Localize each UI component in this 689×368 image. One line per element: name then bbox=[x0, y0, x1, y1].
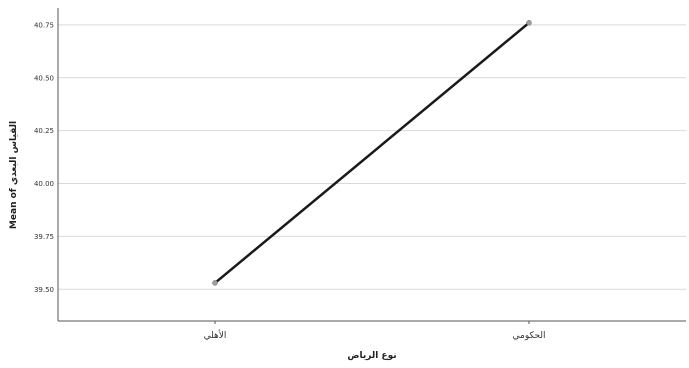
y-axis-title: Mean of القياس البعدي bbox=[9, 121, 19, 229]
y-tick-label: 40.25 bbox=[34, 127, 54, 135]
x-tick-label: الأهلي bbox=[204, 329, 227, 341]
y-tick-label: 40.50 bbox=[34, 74, 54, 82]
x-tick-label: الحكومي bbox=[513, 331, 546, 341]
x-axis-title: نوع الرياض bbox=[347, 351, 396, 361]
y-tick-labels: 39.50 39.75 40.00 40.25 40.50 40.75 bbox=[34, 21, 54, 293]
y-tick-label: 40.75 bbox=[34, 21, 54, 29]
series-line bbox=[213, 21, 531, 285]
y-tick-label: 39.50 bbox=[34, 286, 54, 294]
y-tick-label: 40.00 bbox=[34, 180, 54, 188]
data-point bbox=[526, 20, 532, 26]
series bbox=[212, 20, 532, 286]
gridlines bbox=[58, 24, 686, 290]
data-point bbox=[212, 280, 218, 286]
y-tick-label: 39.75 bbox=[34, 233, 54, 241]
x-tick-labels: الأهلي الحكومي bbox=[204, 321, 546, 341]
